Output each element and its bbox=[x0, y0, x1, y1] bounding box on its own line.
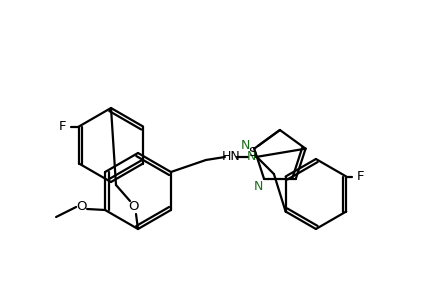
Text: O: O bbox=[128, 201, 139, 213]
Text: F: F bbox=[355, 170, 363, 183]
Text: S: S bbox=[247, 146, 256, 158]
Text: F: F bbox=[59, 120, 66, 133]
Text: O: O bbox=[76, 201, 86, 213]
Text: HN: HN bbox=[221, 151, 240, 163]
Text: N: N bbox=[253, 180, 263, 193]
Text: N: N bbox=[247, 151, 256, 163]
Text: N: N bbox=[240, 139, 250, 152]
